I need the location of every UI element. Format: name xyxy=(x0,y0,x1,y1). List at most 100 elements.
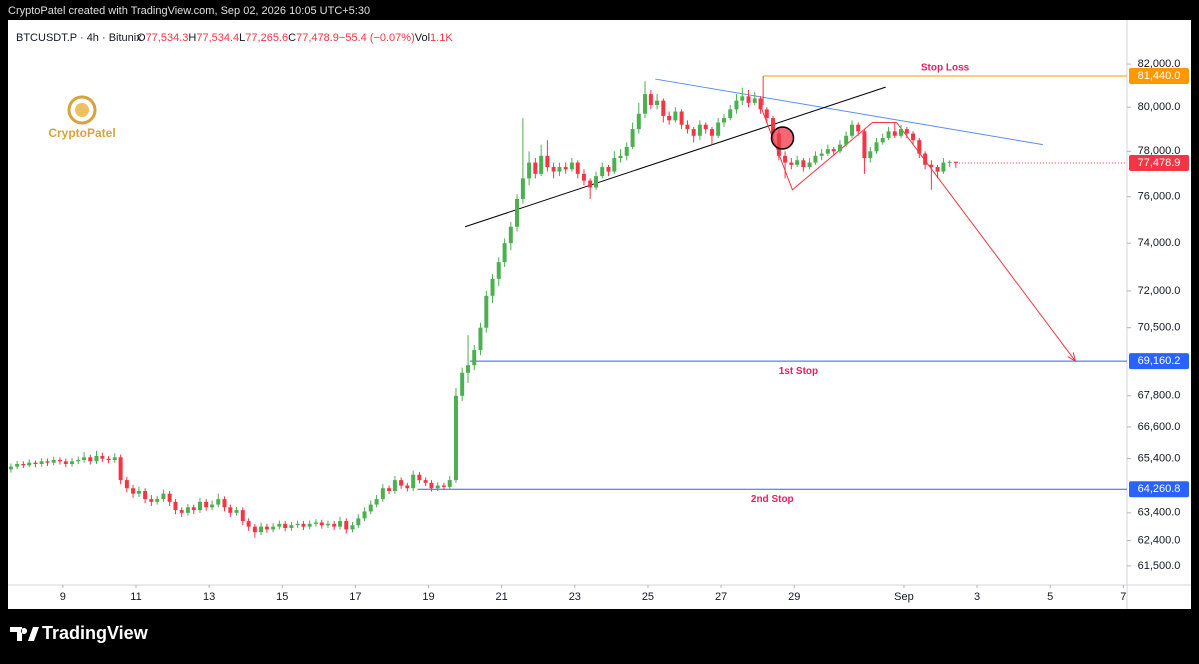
x-tick-label: 5 xyxy=(1047,591,1053,603)
candle-body xyxy=(283,523,288,529)
marker-circle xyxy=(770,126,795,150)
candle-body xyxy=(63,461,68,464)
candle-body xyxy=(886,131,891,138)
candle-body xyxy=(39,461,44,464)
candle-body xyxy=(45,461,50,463)
plot: 82,000.0 80,000.0 78,000.0 76,000.0 74,000.0… xyxy=(8,58,1189,603)
candle-body xyxy=(57,459,62,462)
x-tick-label: 3 xyxy=(974,591,980,603)
legend-key: H xyxy=(188,32,196,44)
legend: BTCUSDT.P · 4h · Bitunix O77,534.3H77,53… xyxy=(16,32,453,44)
x-tick-label: 11 xyxy=(130,591,141,603)
y-tick-label: 62,400.0 xyxy=(1138,534,1181,546)
legend-value: 77,478.9 xyxy=(296,32,339,44)
legend-key: C xyxy=(288,32,296,44)
candle-body xyxy=(112,457,117,460)
candle-body xyxy=(545,155,550,168)
candle-body xyxy=(508,226,513,244)
legend-value: 77,534.3 xyxy=(146,32,189,44)
x-tick-label: 17 xyxy=(349,591,361,603)
candle-body xyxy=(490,278,495,296)
level-price-label: 81,440.0 xyxy=(1138,70,1181,82)
candle-body xyxy=(947,161,952,163)
candle-body xyxy=(648,94,653,105)
candle-body xyxy=(82,457,87,460)
candle-body xyxy=(69,461,74,464)
candle-body xyxy=(709,129,714,136)
logo-core xyxy=(75,103,89,117)
candle-body xyxy=(179,510,184,513)
candle-body xyxy=(880,137,885,143)
candle-body xyxy=(520,178,525,199)
candle-body xyxy=(124,480,129,489)
candle-body xyxy=(868,151,873,159)
candle-body xyxy=(466,365,471,373)
candle-body xyxy=(136,490,141,494)
candle-body xyxy=(746,96,751,103)
candle-body xyxy=(758,98,763,110)
candle-body xyxy=(100,455,105,459)
candle-body xyxy=(892,131,897,136)
candle-body xyxy=(825,149,830,154)
legend-symbol: BTCUSDT.P · 4h · Bitunix xyxy=(16,32,142,44)
candle-body xyxy=(197,501,202,511)
candle-body xyxy=(600,167,605,177)
candle-body xyxy=(106,458,111,460)
candle-body xyxy=(679,111,684,125)
candle-body xyxy=(344,521,349,530)
candle-body xyxy=(569,162,574,170)
header-credit: CryptoPatel created with TradingView.com… xyxy=(8,5,370,17)
candle-body xyxy=(581,173,586,181)
candle-body xyxy=(94,455,99,462)
candle-body xyxy=(953,161,958,164)
candle-body xyxy=(325,523,330,526)
candle-body xyxy=(21,463,26,466)
candle-body xyxy=(856,124,861,132)
candle-body xyxy=(807,162,812,168)
candle-body xyxy=(350,525,355,530)
candle-body xyxy=(643,94,648,114)
candle-body xyxy=(405,485,410,489)
candle-body xyxy=(429,482,434,489)
candle-body xyxy=(771,118,776,134)
candle-body xyxy=(204,501,209,508)
tv-icon xyxy=(10,627,39,641)
candle-body xyxy=(441,485,446,487)
y-tick-label: 67,800.0 xyxy=(1138,390,1181,402)
candle-body xyxy=(862,131,867,159)
candle-body xyxy=(527,162,532,179)
candle-body xyxy=(929,164,934,168)
candle-body xyxy=(667,115,672,121)
candle-body xyxy=(246,521,251,527)
candle-body xyxy=(594,176,599,188)
legend-values: O77,534.3H77,534.4L77,265.6C77,478.9−55.… xyxy=(137,32,453,44)
x-tick-label: 29 xyxy=(788,591,800,603)
candle-body xyxy=(734,100,739,110)
legend-key: L xyxy=(239,32,245,44)
candle-body xyxy=(271,526,276,530)
candle-body xyxy=(844,135,849,145)
candle-body xyxy=(161,493,166,500)
x-tick-label: 13 xyxy=(203,591,215,603)
candle-body xyxy=(447,480,452,487)
candle-body xyxy=(850,124,855,136)
y-tick-label: 78,000.0 xyxy=(1138,145,1181,157)
candle-body xyxy=(728,109,733,119)
candle-body xyxy=(691,129,696,136)
candle-body xyxy=(813,155,818,163)
candle-body xyxy=(484,295,489,328)
candle-body xyxy=(277,523,282,527)
candle-body xyxy=(874,142,879,152)
level-price-label-box xyxy=(1129,481,1189,498)
y-tick-label: 82,000.0 xyxy=(1138,58,1181,70)
candle-body xyxy=(155,499,160,502)
candle-body xyxy=(240,510,245,522)
y-tick-label: 70,500.0 xyxy=(1138,322,1181,334)
x-tick-label: 27 xyxy=(715,591,727,603)
candle-body xyxy=(301,523,306,527)
candle-body xyxy=(252,526,257,533)
legend-volume-key: Vol xyxy=(415,32,430,44)
candle-body xyxy=(143,490,148,500)
trendline xyxy=(655,78,1043,146)
candle-body xyxy=(661,100,666,116)
